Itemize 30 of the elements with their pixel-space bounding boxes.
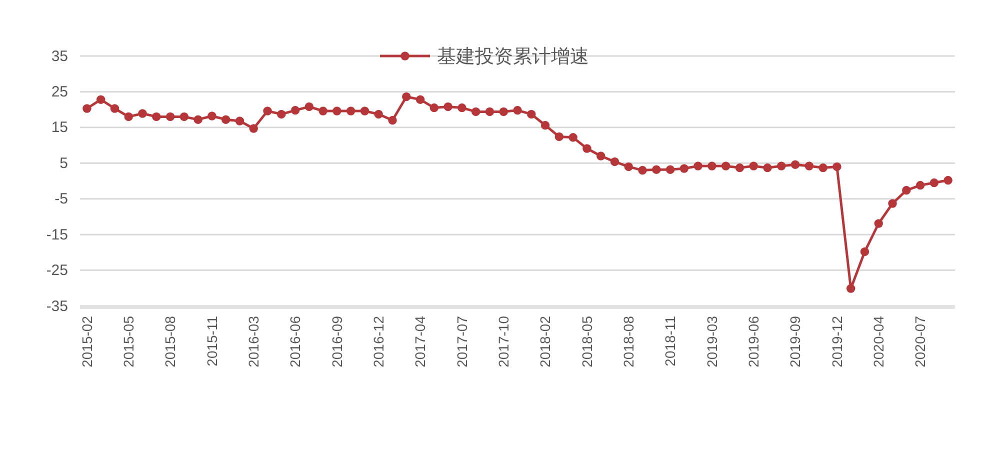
x-tick-label: 2017-04 <box>412 316 428 368</box>
x-tick-label: 2017-10 <box>496 316 512 368</box>
x-tick-label: 2016-12 <box>370 316 387 368</box>
y-tick-label: 25 <box>51 84 68 101</box>
x-tick-label: 2015-02 <box>78 316 95 368</box>
x-tick-label: 2019-09 <box>787 316 804 368</box>
x-tick-label: 2018-11 <box>662 316 678 366</box>
x-tick-label: 2018-08 <box>620 316 637 368</box>
x-tick-label: 2016-06 <box>287 316 304 368</box>
x-tick-label: 2015-05 <box>120 316 137 368</box>
y-tick-label: -5 <box>54 190 68 208</box>
x-tick-label: 2015-11 <box>204 316 220 366</box>
y-tick-label: 5 <box>60 154 68 172</box>
x-tick-label: 2020-07 <box>912 316 928 368</box>
legend-label: 基建投资累计增速 <box>437 46 589 68</box>
y-tick-label: -25 <box>46 262 68 280</box>
y-tick-label: 15 <box>51 119 68 136</box>
x-tick-label: 2019-03 <box>704 316 720 368</box>
x-tick-label: 2015-08 <box>162 316 178 368</box>
x-tick-label: 2019-06 <box>746 316 762 368</box>
x-tick-label: 2016-03 <box>246 316 262 368</box>
x-tick-label: 2018-02 <box>537 316 554 368</box>
y-tick-label: -15 <box>46 226 68 244</box>
x-tick-label: 2019-12 <box>828 316 845 368</box>
x-tick-label: 2020-04 <box>870 316 887 368</box>
x-tick-label: 2016-09 <box>328 316 345 368</box>
x-tick-label: 2018-05 <box>578 316 595 368</box>
y-tick-label: 35 <box>51 48 68 65</box>
y-tick-label: -35 <box>46 298 68 315</box>
x-tick-label: 2017-07 <box>454 316 470 368</box>
